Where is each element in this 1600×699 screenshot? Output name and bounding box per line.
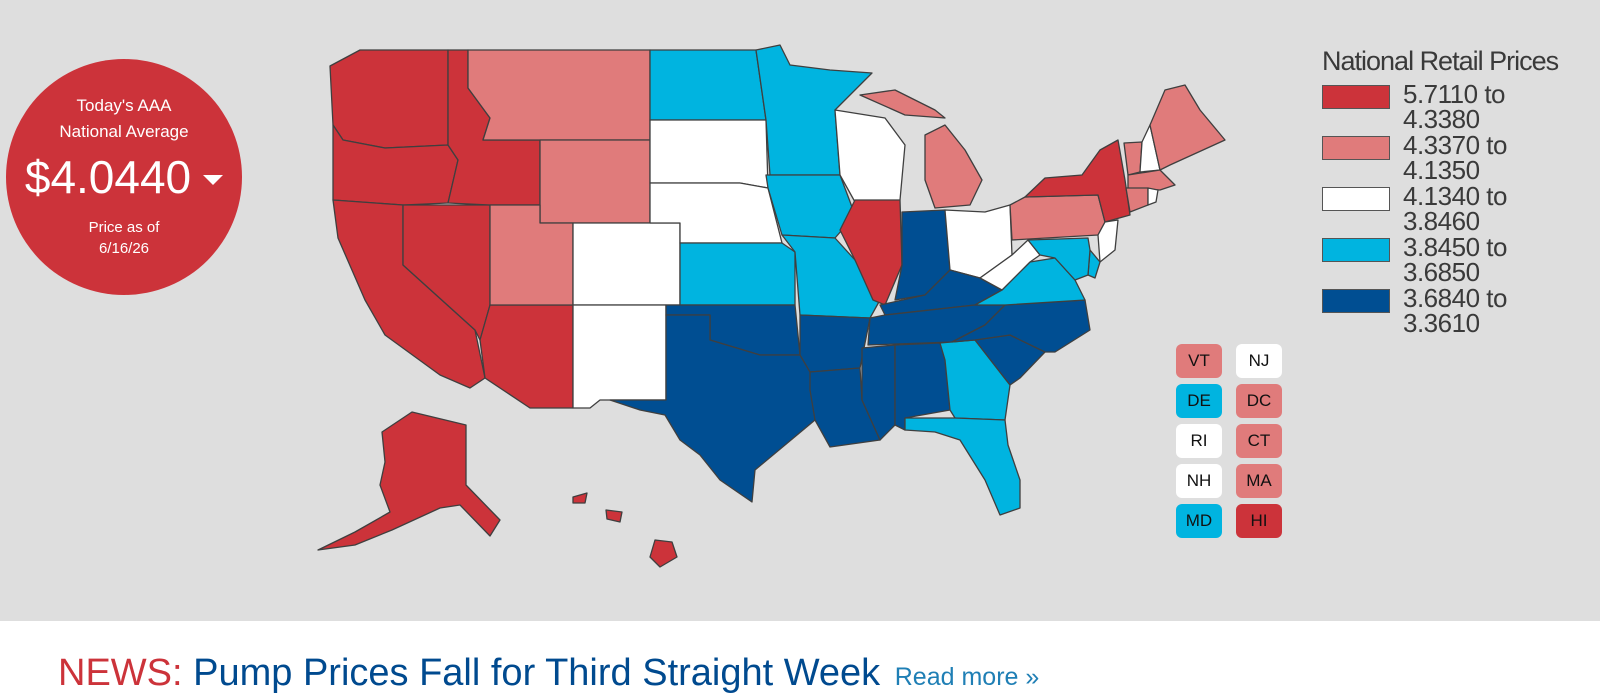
state-AR[interactable] bbox=[799, 314, 871, 373]
legend-range-to: 3.3610 bbox=[1403, 308, 1480, 338]
news-bar: NEWS: Pump Prices Fall for Third Straigh… bbox=[58, 651, 1039, 699]
legend-range-from: 5.7110 to bbox=[1403, 79, 1506, 109]
state-MA[interactable] bbox=[1127, 169, 1176, 191]
state-MS[interactable] bbox=[861, 344, 896, 441]
small-state-nh[interactable]: NH bbox=[1176, 464, 1222, 498]
legend-swatch bbox=[1322, 136, 1390, 160]
legend-swatch bbox=[1322, 187, 1390, 211]
small-state-ma[interactable]: MA bbox=[1236, 464, 1282, 498]
legend-range-from: 3.6840 to bbox=[1403, 283, 1507, 313]
state-SD[interactable] bbox=[649, 119, 769, 189]
state-RI[interactable] bbox=[1147, 187, 1159, 206]
price-trend-down-icon[interactable] bbox=[203, 175, 224, 185]
state-MO[interactable] bbox=[781, 234, 881, 319]
legend-swatch bbox=[1322, 289, 1390, 313]
state-TX[interactable] bbox=[609, 314, 816, 503]
state-IL[interactable] bbox=[839, 199, 903, 306]
national-average-badge: Today's AAA National Average $4.0440 Pri… bbox=[6, 59, 242, 295]
legend-item: 3.8450 to 3.6850 bbox=[1322, 232, 1592, 289]
state-NY[interactable] bbox=[1024, 139, 1131, 223]
state-HI-maui[interactable] bbox=[605, 509, 623, 523]
small-state-md[interactable]: MD bbox=[1176, 504, 1222, 538]
legend-item: 4.1340 to 3.8460 bbox=[1322, 181, 1592, 238]
legend-title: National Retail Prices bbox=[1322, 46, 1559, 76]
state-MN[interactable] bbox=[755, 44, 873, 176]
legend-item: 4.3370 to 4.1350 bbox=[1322, 130, 1592, 187]
state-NC[interactable] bbox=[951, 299, 1091, 353]
state-AK[interactable] bbox=[317, 411, 501, 551]
state-AL[interactable] bbox=[894, 342, 951, 431]
state-ME[interactable] bbox=[1149, 84, 1226, 171]
state-NJ[interactable] bbox=[1097, 219, 1119, 263]
state-VT[interactable] bbox=[1123, 141, 1143, 176]
small-state-vt[interactable]: VT bbox=[1176, 344, 1222, 378]
legend-item: 3.6840 to 3.3610 bbox=[1322, 283, 1592, 340]
small-state-hi[interactable]: HI bbox=[1236, 504, 1282, 538]
state-WY[interactable] bbox=[539, 139, 651, 224]
state-ND[interactable] bbox=[649, 49, 767, 121]
state-CT[interactable] bbox=[1125, 187, 1149, 213]
state-WA[interactable] bbox=[329, 49, 449, 149]
state-MI[interactable] bbox=[859, 89, 983, 209]
small-state-ri[interactable]: RI bbox=[1176, 424, 1222, 458]
price-map-section: Today's AAA National Average $4.0440 Pri… bbox=[0, 0, 1600, 621]
us-gas-price-map bbox=[317, 44, 1226, 568]
news-tag: NEWS: bbox=[58, 652, 183, 694]
legend-range-to: 4.3380 bbox=[1403, 104, 1480, 134]
badge-title-line1: Today's AAA bbox=[76, 96, 172, 115]
badge-title-line2: National Average bbox=[59, 122, 189, 141]
state-FL[interactable] bbox=[904, 417, 1021, 516]
small-state-nj[interactable]: NJ bbox=[1236, 344, 1282, 378]
small-state-de[interactable]: DE bbox=[1176, 384, 1222, 418]
legend-range-to: 3.6850 bbox=[1403, 257, 1480, 287]
legend-swatch bbox=[1322, 85, 1390, 109]
legend-range-from: 3.8450 to bbox=[1403, 232, 1507, 262]
state-KS[interactable] bbox=[679, 242, 796, 306]
legend-range-to: 3.8460 bbox=[1403, 206, 1480, 236]
small-state-dc[interactable]: DC bbox=[1236, 384, 1282, 418]
legend-range-from: 4.1340 to bbox=[1403, 181, 1507, 211]
legend-swatch bbox=[1322, 238, 1390, 262]
read-more-link[interactable]: Read more » bbox=[894, 663, 1040, 691]
state-PA[interactable] bbox=[1009, 194, 1106, 241]
state-NM[interactable] bbox=[572, 304, 667, 409]
price-legend: National Retail Prices 5.7110 to 4.3380 … bbox=[1322, 46, 1592, 340]
legend-range-to: 4.1350 bbox=[1403, 155, 1480, 185]
legend-item: 5.7110 to 4.3380 bbox=[1322, 79, 1592, 136]
state-AZ[interactable] bbox=[479, 304, 574, 409]
price-date-label: Price as of bbox=[88, 219, 160, 236]
state-HI[interactable] bbox=[572, 492, 588, 504]
news-headline-link[interactable]: Pump Prices Fall for Third Straight Week bbox=[193, 652, 881, 694]
state-MT[interactable] bbox=[467, 49, 651, 141]
state-MD[interactable] bbox=[1027, 237, 1091, 281]
price-date: 6/16/26 bbox=[98, 240, 150, 257]
legend-range-from: 4.3370 to bbox=[1403, 130, 1507, 160]
state-CO[interactable] bbox=[572, 222, 681, 306]
national-average-price: $4.0440 bbox=[24, 151, 192, 203]
state-HI-big-island[interactable] bbox=[649, 539, 678, 568]
state-LA[interactable] bbox=[809, 367, 881, 448]
small-state-ct[interactable]: CT bbox=[1236, 424, 1282, 458]
